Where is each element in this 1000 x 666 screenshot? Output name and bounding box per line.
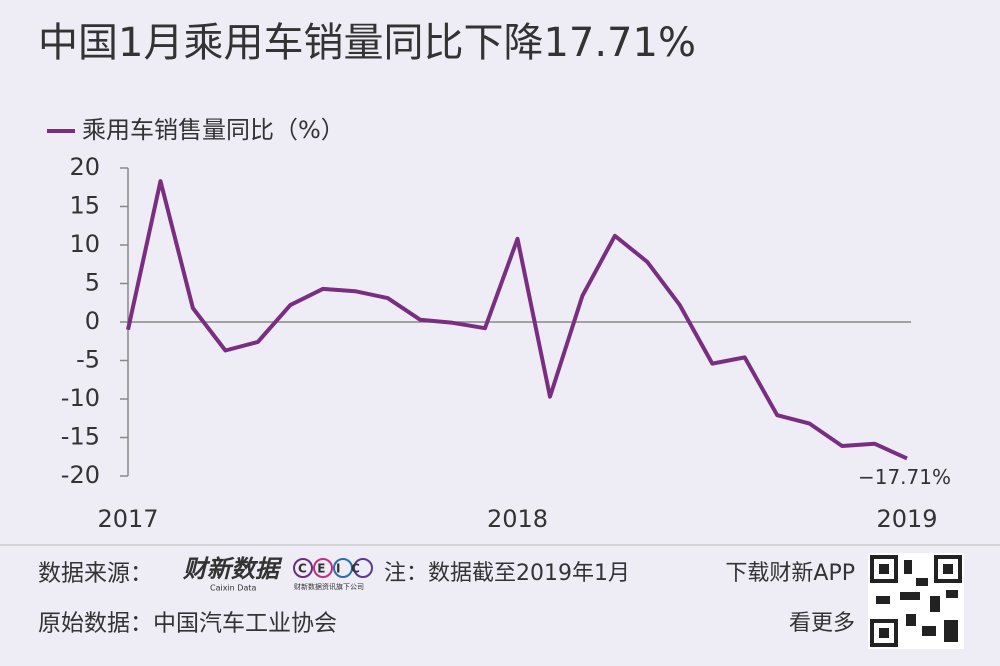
y-tick-label: 0 — [85, 307, 100, 335]
ceic-circles — [293, 558, 373, 578]
qr-code[interactable] — [868, 553, 964, 649]
chart-title: 中国1月乘用车销量同比下降17.71% — [38, 20, 696, 66]
logo-caixin-en: Caixin Data — [210, 584, 256, 593]
y-tick-label: -15 — [61, 423, 100, 451]
y-tick-label: 5 — [85, 269, 100, 297]
x-tick-label: 2017 — [97, 505, 158, 533]
legend-label: 乘用车销售量同比（%） — [82, 116, 345, 144]
y-tick-label: -5 — [76, 346, 100, 374]
logo-ceic: CEIC — [298, 562, 370, 576]
value-label: −17.71% — [858, 465, 951, 489]
y-tick-label: -10 — [61, 384, 100, 412]
y-tick-label: 10 — [69, 230, 100, 258]
x-tick-label: 2018 — [487, 505, 548, 533]
more-link[interactable]: 看更多 — [789, 611, 855, 636]
note: 注：数据截至2019年1月 — [384, 561, 630, 586]
y-tick-label: 15 — [69, 192, 100, 220]
origin: 原始数据：中国汽车工业协会 — [38, 611, 337, 637]
x-tick-label: 2019 — [876, 505, 937, 533]
y-tick-label: -20 — [61, 461, 100, 489]
series-line — [126, 179, 908, 461]
logo-caixin: 财新数据 — [182, 555, 283, 583]
app-promo: 下载财新APP — [725, 561, 855, 586]
y-tick-label: 20 — [69, 153, 100, 181]
source-label: 数据来源： — [38, 561, 153, 587]
logo-ceic-sub: 财新数据资讯旗下公司 — [294, 582, 364, 591]
